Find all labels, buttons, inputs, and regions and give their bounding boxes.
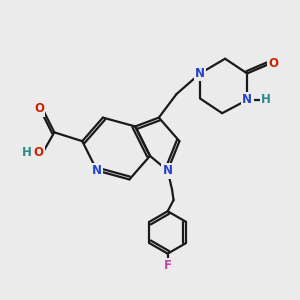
Text: N: N [195,67,205,80]
Text: H: H [22,146,32,159]
Text: H: H [261,93,271,106]
Text: N: N [242,93,252,106]
Text: N: N [163,164,173,177]
Text: O: O [34,102,44,115]
Text: O: O [268,57,278,70]
Text: N: N [92,164,102,177]
Text: F: F [164,259,172,272]
Text: O: O [33,146,43,159]
